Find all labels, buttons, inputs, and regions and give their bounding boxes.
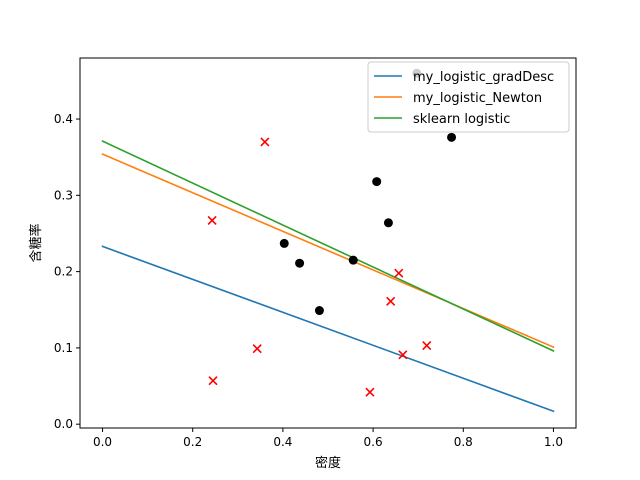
positive-point — [295, 258, 305, 268]
legend-label-1: my_logistic_Newton — [413, 91, 542, 106]
negative-point — [365, 387, 375, 397]
legend-box — [367, 61, 570, 133]
legend-label-0: my_logistic_gradDesc — [413, 70, 554, 85]
y-tick-label: 0.0 — [54, 417, 73, 431]
positive-point — [348, 255, 358, 265]
x-axis-ticks: 0.0 0.2 0.4 0.6 0.8 1.0 — [93, 428, 563, 449]
legend-label-2: sklearn logistic — [413, 112, 510, 127]
series-line-0 — [101, 245, 555, 413]
y-tick-label: 0.3 — [54, 188, 73, 202]
negative-point — [260, 137, 270, 147]
axes-frame — [79, 57, 577, 429]
x-tick-label: 1.0 — [544, 435, 563, 449]
positive-point — [372, 177, 382, 187]
negative-point — [386, 296, 396, 306]
x-tick-label: 0.4 — [273, 435, 292, 449]
negative-point — [422, 341, 432, 351]
positive-point — [447, 132, 457, 142]
positive-point — [314, 306, 324, 316]
series-line-2 — [101, 140, 555, 353]
y-tick-label: 0.2 — [54, 265, 73, 279]
x-tick-label: 0.8 — [454, 435, 473, 449]
x-tick-label: 0.6 — [364, 435, 383, 449]
negative-point — [207, 215, 217, 226]
positive-point — [279, 238, 289, 248]
y-tick-label: 0.1 — [54, 341, 73, 355]
y-tick-label: 0.4 — [54, 112, 73, 126]
negative-point — [394, 268, 404, 278]
positive-point — [383, 218, 393, 228]
negative-point — [398, 350, 408, 360]
x-tick-label: 0.0 — [93, 435, 112, 449]
x-tick-label: 0.2 — [183, 435, 202, 449]
negative-point — [208, 376, 218, 386]
negative-point — [252, 344, 262, 354]
y-axis-ticks: 0.0 0.1 0.2 0.3 0.4 — [54, 112, 80, 431]
series-lines — [101, 140, 555, 413]
y-axis-label: 含糖率 — [28, 223, 44, 262]
legend: my_logistic_gradDesc my_logistic_Newtonsk… — [367, 61, 570, 133]
series-line-1 — [101, 153, 555, 349]
x-axis-label: 密度 — [315, 455, 341, 471]
